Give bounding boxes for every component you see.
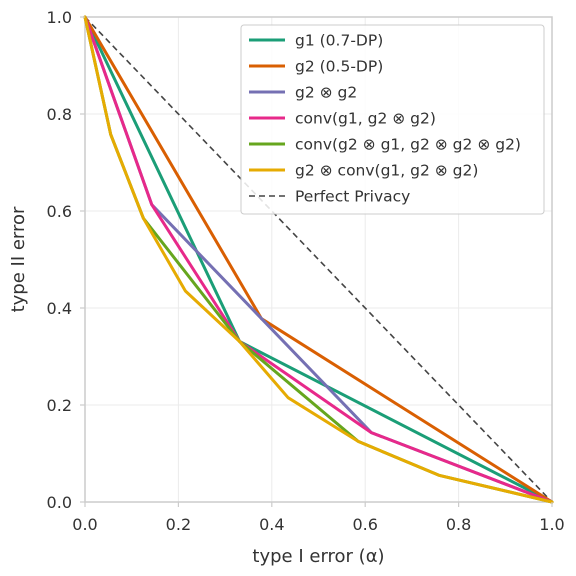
x-tick-label: 0.8 bbox=[446, 515, 471, 534]
x-tick-label: 0.2 bbox=[166, 515, 191, 534]
legend-label: conv(g1, g2 ⊗ g2) bbox=[295, 110, 436, 128]
y-axis-label: type II error bbox=[8, 206, 29, 312]
legend-label: g2 (0.5-DP) bbox=[295, 58, 383, 76]
legend-label: g1 (0.7-DP) bbox=[295, 32, 383, 50]
ticks: 0.0 0.2 0.4 0.6 0.8 1.0 0.0 0.2 0.4 0.6 0.8 1.0 bbox=[47, 8, 565, 534]
plot-frame bbox=[84, 16, 553, 503]
legend-label: g2 ⊗ g2 bbox=[295, 84, 357, 102]
x-tick-label: 1.0 bbox=[539, 515, 564, 534]
y-tick-label: 1.0 bbox=[47, 8, 72, 27]
x-tick-label: 0.4 bbox=[259, 515, 284, 534]
x-axis-label: type I error (α) bbox=[252, 546, 384, 567]
legend: g1 (0.7-DP) g2 (0.5-DP) g2 ⊗ g2 conv(g1, g2… bbox=[240, 24, 545, 215]
y-tick-label: 0.0 bbox=[47, 493, 72, 512]
y-tick-label: 0.2 bbox=[47, 396, 72, 415]
series-line-7 bbox=[84, 16, 553, 503]
y-tick-label: 0.8 bbox=[47, 105, 72, 124]
legend-box bbox=[240, 24, 545, 215]
series-layer bbox=[83, 15, 554, 504]
y-tick-label: 0.4 bbox=[47, 299, 72, 318]
x-tick-label: 0.0 bbox=[72, 515, 97, 534]
x-tick-label: 0.6 bbox=[352, 515, 377, 534]
legend-label: conv(g2 ⊗ g1, g2 ⊗ g2 ⊗ g2) bbox=[295, 136, 521, 154]
legend-label: Perfect Privacy bbox=[295, 188, 410, 206]
y-tick-label: 0.6 bbox=[47, 202, 72, 221]
series-line-6 bbox=[83, 15, 554, 504]
legend-label: g2 ⊗ conv(g1, g2 ⊗ g2) bbox=[295, 162, 478, 180]
